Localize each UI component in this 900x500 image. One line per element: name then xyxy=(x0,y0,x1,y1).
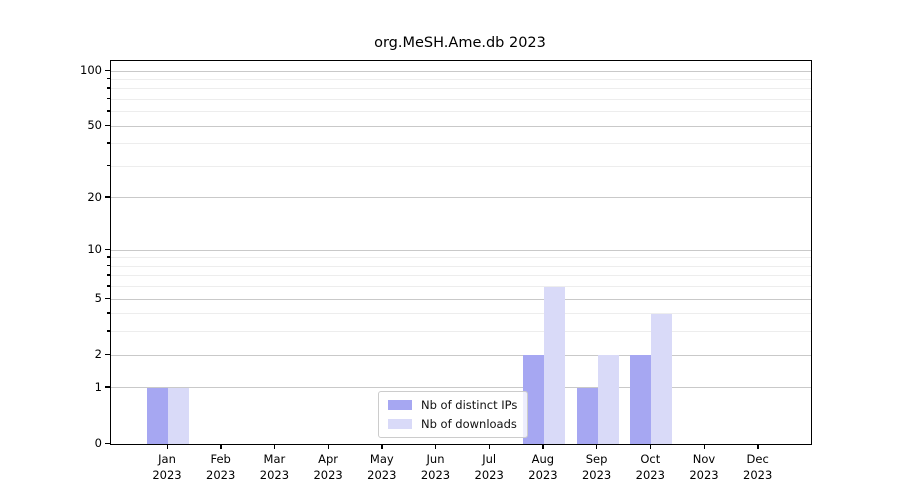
y-minor-tick-mark xyxy=(107,142,110,144)
y-minor-tick-mark xyxy=(107,264,110,267)
bar-distinct-ips xyxy=(147,387,168,444)
y-tick-label: 0 xyxy=(94,436,102,450)
y-minor-tick-mark xyxy=(107,274,110,276)
x-tick-mark xyxy=(649,444,652,449)
bar-distinct-ips xyxy=(522,355,544,444)
y-minor-tick-mark xyxy=(107,330,110,332)
x-tick-mark xyxy=(273,444,276,449)
y-tick-label: 100 xyxy=(80,63,102,77)
x-tick-label: May 2023 xyxy=(367,452,397,482)
y-tick-mark xyxy=(105,196,110,198)
legend-swatch-distinct-ips-icon xyxy=(388,400,412,410)
y-tick-mark xyxy=(105,124,110,127)
x-tick-label: Mar 2023 xyxy=(259,452,290,482)
y-tick-mark xyxy=(105,353,110,356)
y-minor-tick-mark xyxy=(107,285,110,287)
y-minor-tick-mark xyxy=(107,312,110,314)
bar-downloads xyxy=(168,387,189,444)
y-tick-label: 5 xyxy=(94,291,102,306)
legend: Nb of distinct IPs Nb of downloads xyxy=(378,391,529,438)
x-tick-mark xyxy=(757,444,759,449)
x-tick-label: Jan 2023 xyxy=(152,452,182,482)
x-tick-mark xyxy=(488,444,491,449)
x-tick-mark xyxy=(220,444,222,449)
major-gridline xyxy=(111,249,811,251)
y-tick-label: 20 xyxy=(87,189,102,204)
y-minor-tick-mark xyxy=(107,256,110,258)
x-tick-mark xyxy=(327,444,329,449)
x-tick-label: Nov 2023 xyxy=(689,452,719,482)
major-gridline xyxy=(111,354,811,356)
minor-gridline xyxy=(111,98,811,100)
y-tick-label: 1 xyxy=(94,379,102,394)
minor-gridline xyxy=(111,313,811,315)
plot-area xyxy=(110,60,812,445)
x-tick-label: Oct 2023 xyxy=(635,452,665,482)
y-tick-mark xyxy=(105,442,110,444)
y-minor-tick-mark xyxy=(107,97,110,100)
x-tick-mark xyxy=(381,444,383,449)
bar-downloads xyxy=(651,313,673,444)
legend-label-distinct-ips: Nb of distinct IPs xyxy=(421,398,518,412)
y-minor-tick-mark xyxy=(107,77,110,80)
major-gridline xyxy=(111,125,811,127)
minor-gridline xyxy=(111,331,811,333)
bar-downloads xyxy=(543,286,565,444)
y-tick-mark xyxy=(105,69,110,71)
x-tick-mark xyxy=(596,444,598,449)
y-minor-tick-mark xyxy=(107,87,110,89)
minor-gridline xyxy=(111,257,811,259)
y-tick-mark xyxy=(105,386,110,388)
y-minor-tick-mark xyxy=(107,110,110,112)
y-tick-label: 50 xyxy=(87,118,102,133)
minor-gridline xyxy=(111,143,811,145)
x-tick-mark xyxy=(542,444,544,449)
chart-title: org.MeSH.Ame.db 2023 xyxy=(374,35,546,51)
y-tick-mark xyxy=(105,248,110,251)
x-tick-label: Aug 2023 xyxy=(528,452,558,482)
x-tick-label: Feb 2023 xyxy=(206,452,236,482)
x-tick-label: Apr 2023 xyxy=(313,452,343,482)
major-gridline xyxy=(111,298,811,300)
legend-swatch-downloads-icon xyxy=(388,419,412,429)
x-tick-label: Jun 2023 xyxy=(420,452,451,482)
minor-gridline xyxy=(111,78,811,80)
y-tick-mark xyxy=(105,297,110,300)
x-tick-mark xyxy=(703,444,705,449)
bar-distinct-ips xyxy=(630,355,652,444)
major-gridline xyxy=(111,197,811,199)
bar-downloads xyxy=(597,355,619,444)
legend-label-downloads: Nb of downloads xyxy=(421,417,517,431)
x-tick-label: Sep 2023 xyxy=(581,452,612,482)
x-tick-label: Dec 2023 xyxy=(743,452,773,482)
y-minor-tick-mark xyxy=(107,164,110,167)
legend-entry-distinct-ips: Nb of distinct IPs xyxy=(388,398,517,412)
y-tick-label: 2 xyxy=(94,347,102,362)
x-tick-label: Jul 2023 xyxy=(474,452,504,482)
major-gridline xyxy=(111,70,811,72)
major-gridline xyxy=(111,387,811,389)
x-tick-mark xyxy=(166,444,168,449)
x-tick-mark xyxy=(435,444,437,449)
minor-gridline xyxy=(111,111,811,113)
y-tick-label: 10 xyxy=(87,242,102,257)
bar-distinct-ips xyxy=(576,387,598,444)
minor-gridline xyxy=(111,165,811,167)
legend-entry-downloads: Nb of downloads xyxy=(388,417,517,431)
minor-gridline xyxy=(111,265,811,267)
minor-gridline xyxy=(111,88,811,90)
minor-gridline xyxy=(111,286,811,288)
minor-gridline xyxy=(111,275,811,277)
